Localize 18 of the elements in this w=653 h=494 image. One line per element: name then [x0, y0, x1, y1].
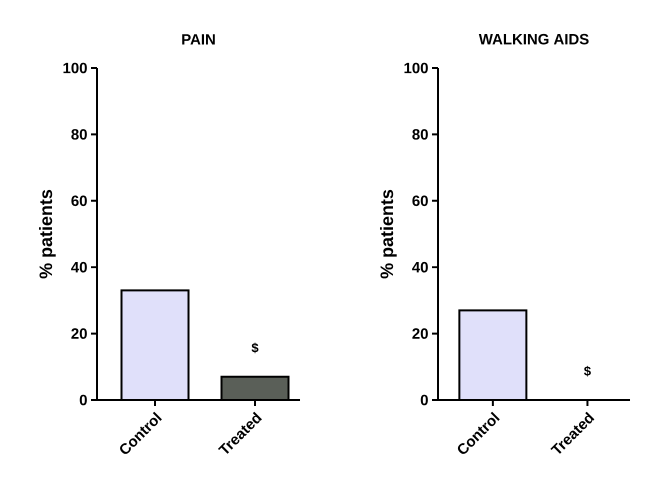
- y-tick-label: 0: [80, 394, 87, 406]
- y-tick-label: 60: [71, 195, 87, 206]
- y-tick-label: 0: [420, 394, 428, 406]
- annotation: $: [252, 342, 258, 354]
- y-tick-label: 40: [71, 262, 87, 272]
- chart-title: WALKING AIDS: [478, 34, 589, 44]
- y-tick-label: 60: [412, 195, 428, 206]
- y-tick-label: 20: [71, 328, 87, 339]
- y-tick-label: 40: [412, 262, 428, 272]
- y-axis-title: % patients: [38, 190, 56, 278]
- y-tick-label: 80: [412, 129, 428, 140]
- y-tick-label: 100: [404, 62, 428, 74]
- y-axis-title: % patients: [380, 190, 397, 278]
- y-tick-label: 100: [63, 62, 87, 74]
- chart-title: PAIN: [182, 34, 215, 44]
- annotation: $: [584, 366, 591, 376]
- y-tick-label: 80: [71, 129, 87, 140]
- y-tick-label: 20: [412, 328, 428, 339]
